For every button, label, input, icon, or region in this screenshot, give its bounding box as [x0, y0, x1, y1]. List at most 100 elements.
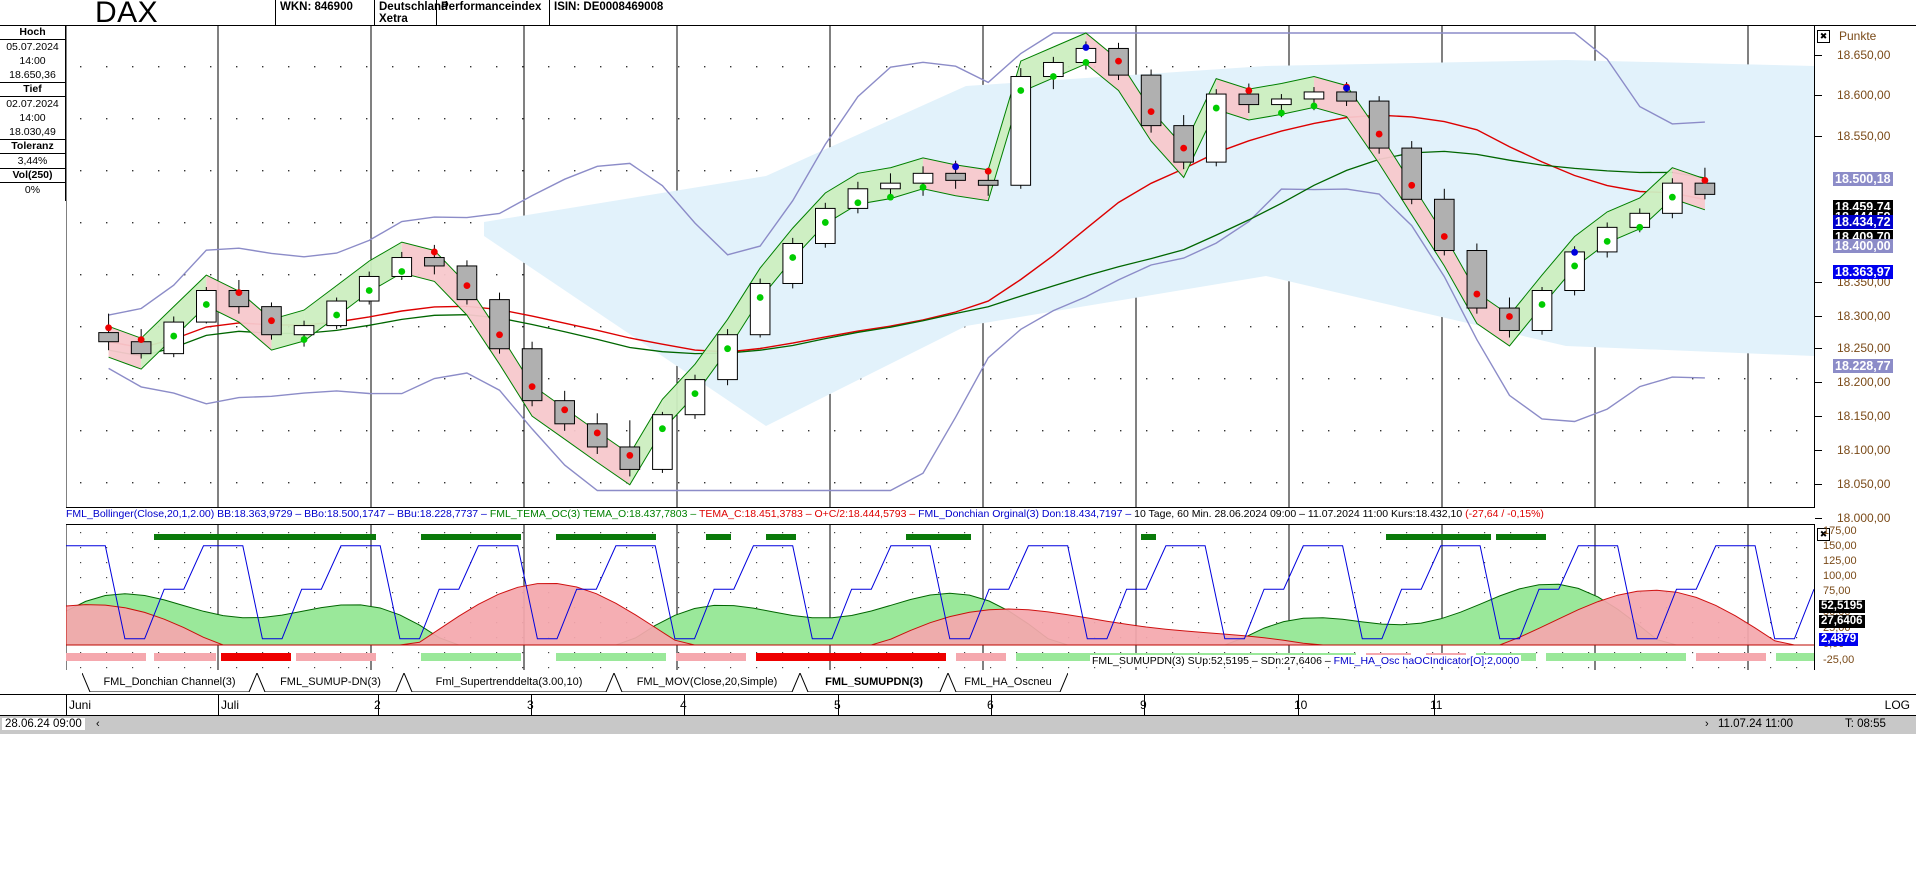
date-tick-label: 11	[1430, 698, 1443, 712]
legend-part-3: FML_Donchian Orginal(3) Don:18.434,7197 …	[918, 508, 1135, 520]
price-tick-mark	[1815, 382, 1822, 383]
tab-2[interactable]: Fml_Supertrenddelta(3.00,10)	[404, 673, 614, 692]
tab-label: FML_SUMUPDN(3)	[825, 676, 923, 688]
price-axis[interactable]: ✖ Punkte 18.650,00 18.600,00 18.550,00 18.3…	[1814, 26, 1916, 525]
price-tick-mark	[1815, 95, 1822, 96]
tab-label: FML_MOV(Close,20,Simple)	[636, 676, 778, 688]
tolerance-value: 3,44%	[0, 154, 65, 169]
hi-lo-info-panel: Hoch 05.07.2024 14:00 18.650,36 Tief 02.…	[0, 26, 66, 201]
price-marker-label: 18.228,77	[1833, 359, 1893, 373]
indicator-legend-main: FML_Bollinger(Close,20,1,2.00) BB:18.363…	[66, 508, 1814, 523]
close-icon[interactable]: ✖	[1817, 30, 1830, 43]
header-cell-isin: ISIN: DE0008469008	[549, 0, 671, 26]
range-start-label: 28.06.24 09:00	[2, 718, 85, 730]
price-chart-svg	[66, 26, 1814, 507]
price-marker-label: 18.500,18	[1833, 172, 1893, 186]
osc-marker-label: 2,4879	[1819, 633, 1859, 646]
osc-tick-label: 100,00	[1823, 570, 1857, 582]
price-chart-plot[interactable]	[66, 26, 1814, 508]
osc-tick-label: -25,00	[1823, 654, 1855, 666]
legend-part-2: TEMA_C:18.451,3783 – O+C/2:18.444,5793 –	[698, 508, 919, 520]
price-tick-mark	[1815, 450, 1822, 451]
exchange-country: Deutschland	[379, 1, 449, 13]
date-tick-mark	[1298, 695, 1299, 717]
oscillator-svg	[66, 525, 1814, 670]
tab-1[interactable]: FML_SUMUP-DN(3)	[257, 673, 404, 692]
osc-tick-label: 175,00	[1823, 525, 1857, 537]
low-date: 02.07.2024	[6, 98, 59, 110]
price-marker-label: 18.434,72	[1833, 215, 1893, 229]
date-tick-label: Juli	[221, 698, 240, 712]
scroll-right-icon[interactable]: ›	[1705, 718, 1709, 730]
price-tick-label: 18.600,00	[1837, 88, 1891, 102]
tab-4[interactable]: FML_SUMUPDN(3)	[800, 673, 948, 692]
price-tick-label: 18.650,00	[1837, 48, 1891, 62]
volume-label: Vol(250)	[0, 169, 65, 183]
price-marker-label: 18.363,97	[1833, 265, 1893, 279]
date-tick-label: 4	[680, 698, 687, 712]
legend-part-5: (-27,64 / -0,15%)	[1465, 508, 1544, 520]
high-date: 05.07.2024	[6, 41, 59, 53]
header-cell-indextype: Performanceindex	[436, 0, 549, 26]
date-tick-mark	[531, 695, 532, 717]
date-tick-label: 3	[527, 698, 534, 712]
scroll-left-icon[interactable]: ‹	[96, 718, 100, 730]
legend-part-0: FML_Bollinger(Close,20,1,2.00) BB:18.363…	[66, 508, 490, 520]
osc-legend-part-1: FML_HA_Osc haOCIndicator[O]:2,0000	[1333, 655, 1520, 667]
tab-label: FML_SUMUP-DN(3)	[280, 676, 381, 688]
price-tick-mark	[1815, 316, 1822, 317]
tolerance-label: Toleranz	[0, 140, 65, 154]
price-tick-label: 18.000,00	[1837, 511, 1891, 525]
date-tick-label: 9	[1140, 698, 1147, 712]
date-tick-label: 5	[834, 698, 841, 712]
status-bar[interactable]: 28.06.24 09:00 ‹ › 11.07.24 11:00 T: 08:…	[0, 716, 1916, 734]
high-label: Hoch	[0, 26, 65, 40]
indicator-legend-oscillator: FML_SUMUPDN(3) SUp:52,5195 – SDn:27,6406…	[1090, 655, 1522, 667]
legend-part-4: 10 Tage, 60 Min. 28.06.2024 09:00 – 11.0…	[1134, 508, 1466, 520]
price-tick-label: 18.250,00	[1837, 341, 1891, 355]
osc-marker-label: 52,5195	[1819, 600, 1865, 613]
date-tick-mark	[1144, 695, 1145, 717]
price-tick-mark	[1815, 518, 1822, 519]
instrument-header: DAX WKN: 846900 Deutschland Xetra Perform…	[0, 0, 1916, 29]
volume-value: 0%	[24, 184, 41, 196]
price-axis-title: Punkte	[1839, 29, 1877, 43]
legend-part-1: FML_TEMA_OC(3) TEMA_O:18.437,7803 –	[489, 508, 699, 520]
tab-5[interactable]: FML_HA_Oscneu	[948, 673, 1068, 692]
price-tick-mark	[1815, 55, 1822, 56]
osc-marker-label: 27,6406	[1819, 615, 1865, 628]
range-end-label: 11.07.24 11:00	[1718, 718, 1794, 730]
oscillator-axis[interactable]: ✖ 175,00150,00125,00100,0075,0050,0025,0…	[1814, 524, 1916, 670]
price-tick-label: 18.100,00	[1837, 443, 1891, 457]
tab-3[interactable]: FML_MOV(Close,20,Simple)	[614, 673, 800, 692]
osc-tick-label: 125,00	[1823, 555, 1857, 567]
price-marker-label: 18.400,00	[1833, 239, 1893, 253]
price-tick-mark	[1815, 348, 1822, 349]
date-tick-mark	[218, 695, 219, 717]
date-tick-mark	[684, 695, 685, 717]
signal-strip	[66, 650, 1814, 661]
high-value: 18.650,36	[0, 68, 65, 83]
tab-label: FML_Donchian Channel(3)	[103, 676, 236, 688]
price-tick-mark	[1815, 136, 1822, 137]
date-tick-mark	[838, 695, 839, 717]
price-tick-mark	[1815, 416, 1822, 417]
date-axis[interactable]: Juni Juli 2 3 4 5 6 9 10 11 LOG	[0, 694, 1916, 717]
date-tick-mark	[378, 695, 379, 717]
price-tick-label: 18.150,00	[1837, 409, 1891, 423]
indicator-tab-bar[interactable]: FML_Donchian Channel(3) FML_SUMUP-DN(3) Fm…	[60, 673, 1916, 693]
osc-tick-label: 75,00	[1823, 585, 1851, 597]
osc-legend-part-0: FML_SUMUPDN(3) SUp:52,5195 – SDn:27,6406…	[1092, 655, 1334, 667]
header-cell-exchange: Deutschland Xetra	[374, 0, 448, 26]
price-tick-label: 18.050,00	[1837, 477, 1891, 491]
tab-label: FML_HA_Oscneu	[964, 676, 1052, 688]
close-icon-oscillator[interactable]: ✖	[1817, 528, 1830, 541]
osc-tick-label: 150,00	[1823, 540, 1857, 552]
date-tick-mark	[1434, 695, 1435, 717]
price-tick-label: 18.300,00	[1837, 309, 1891, 323]
scale-mode-label[interactable]: LOG	[1884, 698, 1910, 712]
oscillator-panel[interactable]	[66, 524, 1814, 670]
tab-0[interactable]: FML_Donchian Channel(3)	[82, 673, 257, 692]
date-tick-label: Juni	[69, 698, 92, 712]
